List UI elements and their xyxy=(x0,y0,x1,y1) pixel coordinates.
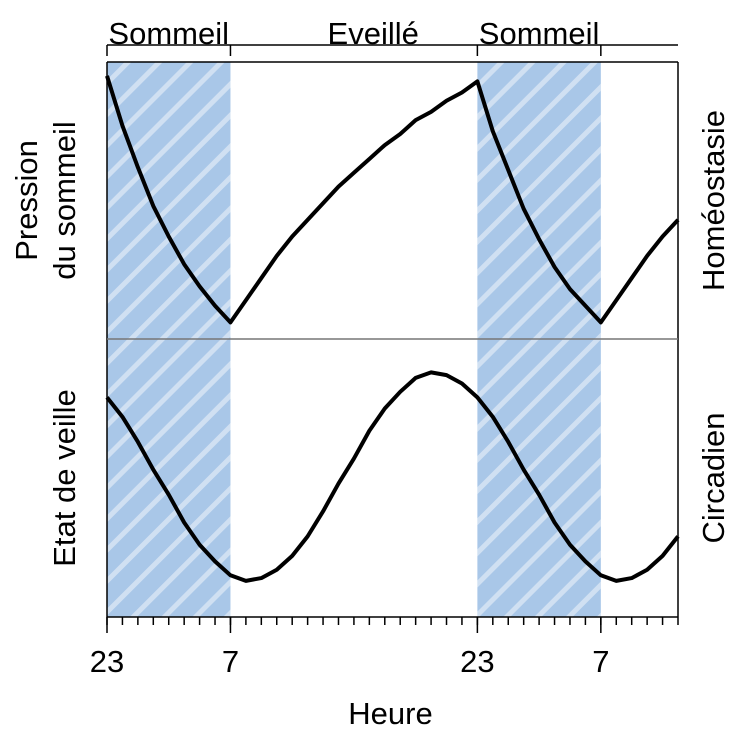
sleep-hatch xyxy=(107,62,231,339)
x-axis-label: Heure xyxy=(348,696,432,731)
x-tick-label: 23 xyxy=(460,644,494,679)
x-tick-label: 23 xyxy=(90,644,124,679)
y-axis-label: Etat de veille xyxy=(47,389,82,567)
right-label: Homéostasie xyxy=(696,110,731,291)
band-label: Sommeil xyxy=(479,16,600,51)
x-tick-label: 7 xyxy=(592,644,609,679)
sleep-hatch xyxy=(477,62,601,339)
sleep-hatch xyxy=(107,339,231,617)
sleep-hatch xyxy=(477,339,601,617)
x-tick-label: 7 xyxy=(222,644,239,679)
band-label: Eveillé xyxy=(328,16,419,51)
curve xyxy=(105,370,680,583)
y-axis-label: du sommeil xyxy=(47,121,82,280)
curve xyxy=(105,75,680,325)
band-label: Sommeil xyxy=(108,16,229,51)
right-label: Circadien xyxy=(696,413,731,544)
y-axis-label: Pression xyxy=(9,140,44,261)
